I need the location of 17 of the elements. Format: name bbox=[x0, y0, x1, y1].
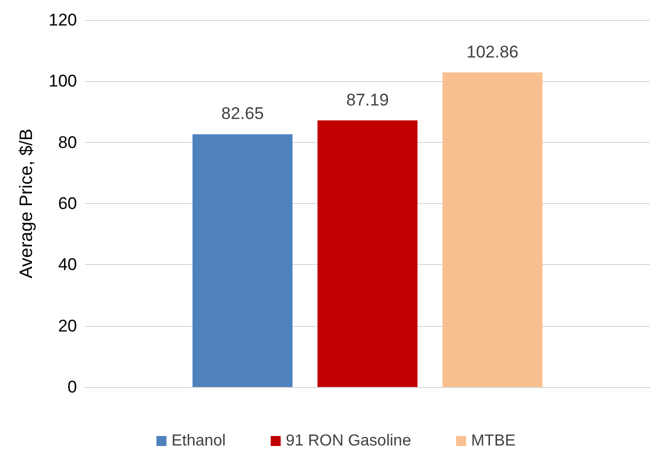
y-tick-label: 60 bbox=[58, 194, 77, 213]
legend-label: Ethanol bbox=[171, 432, 226, 450]
y-tick-label: 0 bbox=[68, 378, 77, 396]
y-tick-label: 20 bbox=[58, 316, 77, 336]
bar bbox=[442, 72, 542, 387]
data-label: 102.86 bbox=[466, 42, 518, 62]
y-tick-label: 120 bbox=[48, 10, 77, 30]
data-label: 87.19 bbox=[346, 90, 389, 110]
y-tick-label: 80 bbox=[58, 132, 77, 152]
data-label: 82.65 bbox=[221, 104, 264, 124]
bar bbox=[192, 134, 292, 387]
y-axis-title: Average Price, $/B bbox=[16, 128, 36, 278]
legend-label: 91 RON Gasoline bbox=[286, 432, 412, 450]
y-tick-label: 100 bbox=[48, 72, 77, 91]
bar bbox=[318, 120, 418, 387]
y-tick-label: 40 bbox=[58, 255, 77, 274]
legend-label: MTBE bbox=[471, 432, 516, 450]
